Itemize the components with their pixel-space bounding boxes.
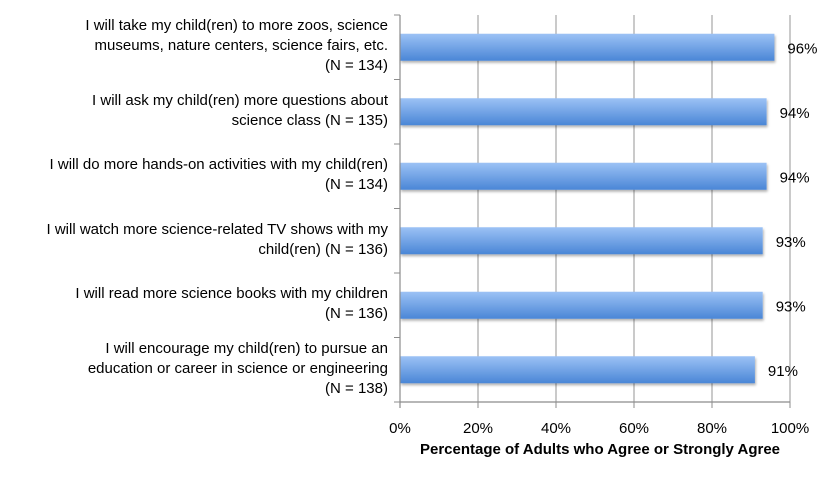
axes [394, 14, 791, 408]
bar [400, 33, 775, 61]
x-axis-label: Percentage of Adults who Agree or Strong… [419, 441, 781, 458]
value-label: 93% [776, 234, 806, 251]
bar [400, 227, 763, 255]
category-label-line: I will do more hands-on activities with … [49, 156, 388, 174]
value-labels: 96% 94% 94% 93% 93% 91% [768, 40, 818, 380]
category-label: I will encourage my child(ren) to pursue… [88, 339, 388, 399]
category-label: I will take my child(ren) to more zoos, … [85, 16, 388, 76]
category-label-line: education or career in science or engine… [87, 359, 388, 377]
category-label: I will ask my child(ren) more questions … [92, 91, 388, 131]
category-label-line: I will encourage my child(ren) to pursue… [105, 339, 388, 357]
bar [400, 291, 763, 319]
value-label: 94% [780, 105, 810, 122]
category-label: I will watch more science-related TV sho… [47, 220, 389, 260]
category-label: I will do more hands-on activities with … [50, 155, 388, 195]
x-tick-label: 40% [541, 420, 571, 437]
category-label-line: science class (N = 135) [231, 111, 388, 129]
bar [400, 98, 767, 126]
category-label-line: (N = 136) [325, 305, 388, 323]
bars [400, 33, 775, 384]
category-label-line: I will watch more science-related TV sho… [46, 220, 389, 238]
value-label: 94% [780, 169, 810, 186]
x-tick-label: 20% [463, 420, 493, 437]
category-label-line: (N = 138) [325, 379, 388, 397]
x-tick-label: 60% [619, 420, 649, 437]
category-label-line: I will ask my child(ren) more questions … [92, 91, 388, 109]
bar [400, 162, 767, 190]
value-label: 93% [776, 298, 806, 315]
bar [400, 356, 755, 384]
x-tick-label: 80% [697, 420, 727, 437]
category-label-line: (N = 134) [325, 176, 388, 194]
category-label: I will read more science books with my c… [75, 284, 388, 324]
category-label-line: child(ren) (N = 136) [258, 240, 388, 258]
grid-lines [477, 15, 791, 402]
category-label-line: I will take my child(ren) to more zoos, … [85, 17, 388, 35]
value-label: 91% [768, 363, 798, 380]
value-label: 96% [787, 40, 817, 57]
category-label-line: museums, nature centers, science fairs, … [94, 37, 388, 55]
x-tick-label: 0% [389, 420, 411, 437]
x-tick-label: 100% [771, 420, 809, 437]
category-label-line: I will read more science books with my c… [75, 285, 388, 303]
x-tick-labels: 0% 20% 40% 60% 80% 100% [389, 420, 809, 437]
category-label-line: (N = 134) [325, 57, 388, 75]
